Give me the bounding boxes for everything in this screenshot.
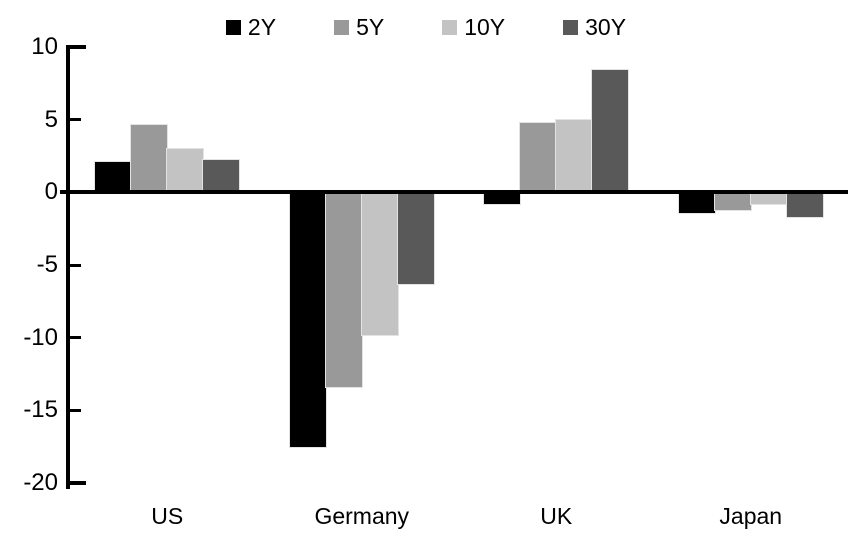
x-category-label-germany: Germany — [314, 503, 410, 529]
bar-germany-5y — [324, 191, 363, 389]
y-tick-label: -20 — [23, 469, 58, 496]
y-axis-line — [66, 45, 70, 489]
y-axis-tick — [70, 408, 81, 412]
legend-label: 5Y — [356, 14, 385, 40]
legend-label: 10Y — [464, 14, 506, 40]
bar-uk-30y — [591, 69, 630, 194]
legend-label: 2Y — [247, 14, 277, 40]
bar-germany-30y — [396, 191, 435, 285]
bar-germany-10y — [360, 191, 399, 336]
y-axis-tick — [70, 118, 81, 122]
bar-us-10y — [166, 147, 205, 194]
bar-us-30y — [202, 159, 241, 194]
bar-us-2y — [94, 160, 133, 194]
legend-item-30y: 30Y — [563, 13, 626, 41]
y-tick-label: 5 — [44, 105, 58, 133]
bar-uk-5y — [519, 121, 558, 194]
y-tick-label: -15 — [23, 396, 58, 424]
y-axis-tick — [70, 336, 81, 340]
y-axis-tick — [66, 45, 86, 49]
bar-japan-5y — [713, 191, 752, 211]
y-tick-label: 10 — [31, 33, 58, 60]
legend-swatch-icon — [225, 19, 241, 35]
y-tick-label: -10 — [23, 323, 58, 351]
bar-japan-2y — [677, 191, 716, 214]
bar-uk-2y — [483, 191, 522, 205]
legend: 2Y 5Y 10Y 30Y — [0, 12, 852, 42]
bar-japan-10y — [749, 191, 788, 205]
legend-swatch-icon — [334, 19, 350, 35]
y-axis-tick — [66, 481, 86, 485]
x-category-label-japan: Japan — [719, 503, 783, 529]
x-category-label-uk: UK — [540, 503, 573, 529]
legend-label: 30Y — [585, 14, 627, 40]
legend-item-5y: 5Y — [334, 13, 384, 41]
legend-swatch-icon — [442, 19, 458, 35]
legend-swatch-icon — [563, 19, 579, 35]
y-axis-tick — [70, 263, 81, 267]
zero-baseline — [60, 190, 848, 195]
bar-us-5y — [130, 124, 169, 194]
legend-item-10y: 10Y — [442, 13, 505, 41]
y-tick-label: 0 — [44, 178, 58, 206]
x-category-label-us: US — [151, 503, 184, 529]
bar-japan-30y — [785, 191, 824, 219]
bar-uk-10y — [555, 118, 594, 194]
y-tick-label: -5 — [36, 251, 58, 278]
legend-item-2y: 2Y — [225, 13, 277, 41]
bar-germany-2y — [288, 191, 327, 448]
